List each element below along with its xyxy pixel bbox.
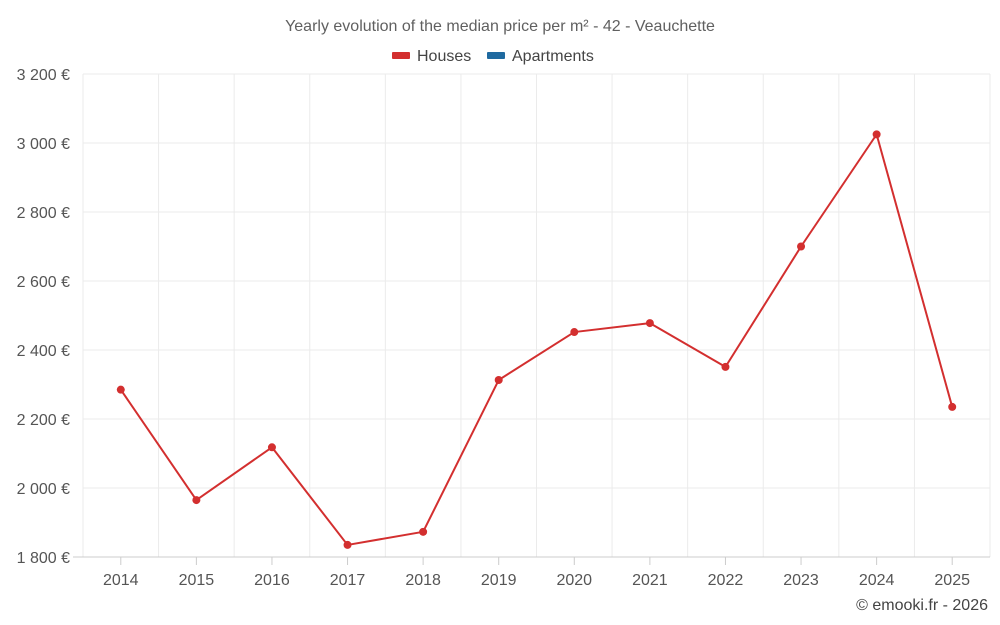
y-axis: 1 800 € 2 000 € 2 200 € 2 400 € 2 600 € 2 800… xyxy=(17,67,70,567)
chart-title: Yearly evolution of the median price per… xyxy=(285,18,715,35)
x-tick-label: 2015 xyxy=(179,572,215,589)
y-tick-label: 3 200 € xyxy=(17,67,70,84)
credit-text[interactable]: © emooki.fr - 2026 xyxy=(856,597,988,614)
y-tick-label: 2 000 € xyxy=(17,481,70,498)
y-tick-label: 2 800 € xyxy=(17,205,70,222)
x-tick-label: 2025 xyxy=(934,572,970,589)
x-axis: 2014 2015 2016 2017 2018 2019 2020 2021 2022 2023… xyxy=(73,556,990,589)
legend-item-houses[interactable]: Houses xyxy=(392,48,471,65)
x-tick-label: 2016 xyxy=(254,572,290,589)
x-tick-label: 2017 xyxy=(330,572,366,589)
legend-label-apartments: Apartments xyxy=(512,48,594,65)
x-tick-label: 2018 xyxy=(405,572,441,589)
y-tick-label: 3 000 € xyxy=(17,136,70,153)
x-tick-label: 2022 xyxy=(708,572,744,589)
y-tick-label: 1 800 € xyxy=(17,550,70,567)
legend-swatch-apartments xyxy=(487,52,505,59)
legend-swatch-houses xyxy=(392,52,410,59)
data-point-houses[interactable] xyxy=(797,242,806,251)
data-point-houses[interactable] xyxy=(419,527,428,536)
y-tick-label: 2 200 € xyxy=(17,412,70,429)
data-point-houses[interactable] xyxy=(267,443,276,452)
legend-label-houses: Houses xyxy=(417,48,471,65)
x-tick-label: 2019 xyxy=(481,572,517,589)
data-point-houses[interactable] xyxy=(192,496,201,505)
x-tick-label: 2024 xyxy=(859,572,895,589)
grid xyxy=(82,73,991,557)
data-point-houses[interactable] xyxy=(343,540,352,549)
x-tick-label: 2014 xyxy=(103,572,139,589)
x-tick-label: 2021 xyxy=(632,572,668,589)
data-point-houses[interactable] xyxy=(721,362,730,371)
legend: Houses Apartments xyxy=(392,48,594,65)
legend-item-apartments[interactable]: Apartments xyxy=(487,48,594,65)
data-point-houses[interactable] xyxy=(948,402,957,411)
plot-area xyxy=(116,130,957,549)
data-point-houses[interactable] xyxy=(494,376,503,385)
data-point-houses[interactable] xyxy=(872,130,881,139)
x-tick-label: 2023 xyxy=(783,572,819,589)
x-tick-label: 2020 xyxy=(556,572,592,589)
y-tick-label: 2 400 € xyxy=(17,343,70,360)
data-point-houses[interactable] xyxy=(645,319,654,328)
y-tick-label: 2 600 € xyxy=(17,274,70,291)
data-point-houses[interactable] xyxy=(116,385,125,394)
data-point-houses[interactable] xyxy=(570,328,579,337)
series-line-houses xyxy=(119,133,954,546)
